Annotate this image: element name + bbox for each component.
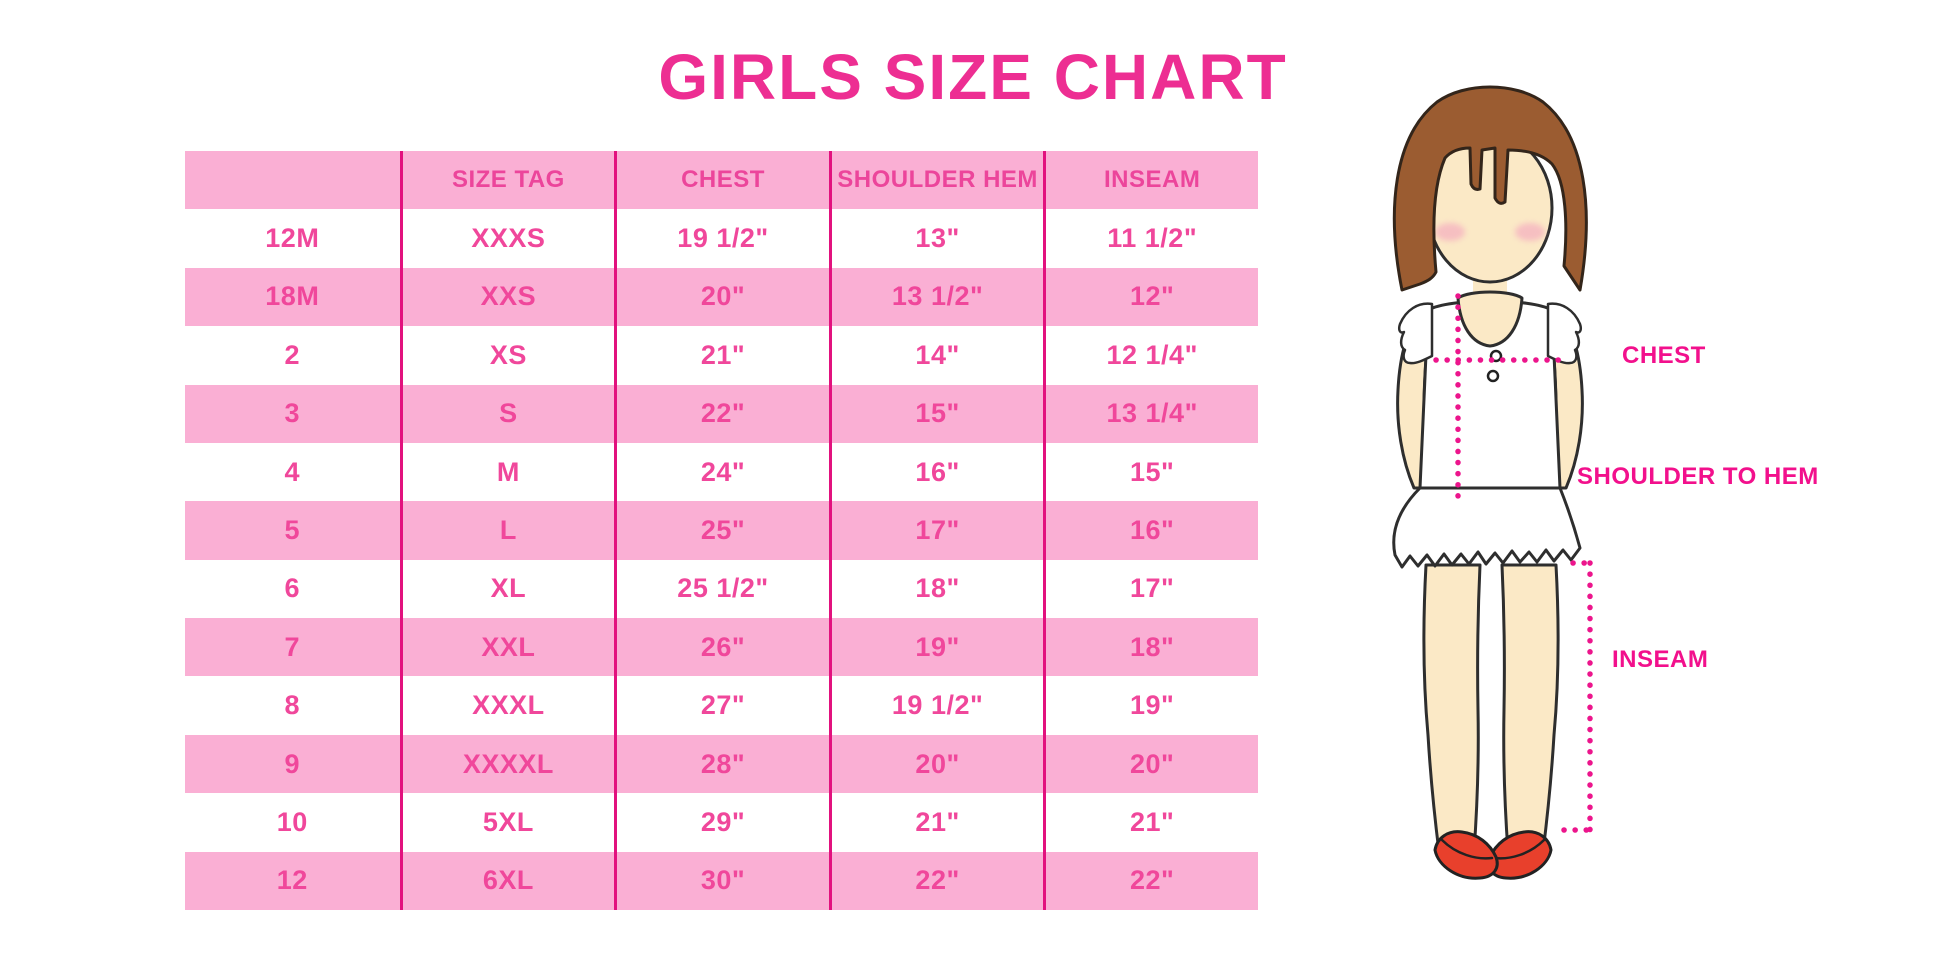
table-row: 12 6XL 30" 22" 22"	[185, 851, 1258, 910]
table-cell: 13"	[828, 209, 1044, 268]
table-cell: XS	[399, 326, 615, 385]
table-cell: 21"	[1043, 793, 1258, 852]
table-cell: 14"	[828, 326, 1044, 385]
table-cell: 12M	[265, 223, 320, 254]
hair	[1392, 85, 1588, 292]
table-cell: 21"	[614, 326, 829, 385]
sleeve-ruffle-left	[1397, 302, 1434, 365]
table-cell: 13 1/2"	[828, 267, 1044, 327]
blush-left	[1435, 223, 1465, 241]
shoe-right-strap	[1492, 838, 1546, 860]
table-cell: 5XL	[399, 793, 615, 852]
shoe-left-strap	[1440, 838, 1494, 860]
table-cell: 22"	[828, 851, 1044, 910]
table-cell: 12"	[1043, 267, 1258, 327]
table-cell: 20"	[828, 734, 1044, 794]
table-cell: 16"	[1043, 501, 1258, 560]
table-cell: 10	[276, 806, 308, 837]
table-cell: 19"	[828, 618, 1044, 677]
table-row: 9 XXXXL 28" 20" 20"	[185, 734, 1258, 794]
table-cell: 19 1/2"	[614, 209, 829, 268]
table-cell: 27"	[614, 676, 829, 735]
leg-left	[1422, 563, 1482, 854]
measurement-dotted-lines	[1433, 293, 1598, 833]
shoulder-to-hem-label: SHOULDER TO HEM	[1577, 463, 1819, 490]
table-cell: 26"	[614, 618, 829, 677]
leg-right	[1500, 563, 1560, 854]
table-cell: 12 1/4"	[1043, 326, 1258, 385]
table-header-row: SIZE TAG CHEST SHOULDER HEM INSEAM	[185, 151, 1258, 210]
table-row: 12M XXXS 19 1/2" 13" 11 1/2"	[185, 209, 1258, 268]
table-row: 2 XS 21" 14" 12 1/4"	[185, 326, 1258, 385]
table-cell: 24"	[614, 442, 829, 502]
header-cell	[185, 151, 400, 209]
table-cell: 9	[284, 748, 301, 779]
table-cell: 18"	[1043, 618, 1258, 677]
table-row: 6 XL 25 1/2" 18" 17"	[185, 559, 1258, 619]
table-cell: 17"	[1043, 559, 1258, 619]
table-cell: 16"	[828, 442, 1044, 502]
table-cell: 4	[284, 456, 301, 487]
table-cell: 19 1/2"	[828, 676, 1044, 735]
header-cell: SHOULDER HEM	[828, 151, 1044, 210]
table-cell: 20"	[1043, 734, 1258, 794]
table-row: 5 L 25" 17" 16"	[185, 501, 1258, 560]
table-cell: 5	[284, 514, 301, 545]
table-cell: 25"	[614, 501, 829, 560]
table-cell: XXL	[399, 618, 615, 677]
table-cell: XXXS	[399, 209, 615, 268]
table-cell: M	[399, 442, 615, 502]
table-cell: 22"	[1043, 851, 1258, 910]
sleeve-ruffle-right	[1546, 302, 1583, 365]
header-cell: CHEST	[614, 151, 829, 210]
header-cell: SIZE TAG	[399, 151, 615, 210]
button-bottom	[1486, 369, 1500, 383]
table-row: 8 XXXL 27" 19 1/2" 19"	[185, 676, 1258, 735]
table-cell: S	[399, 384, 615, 443]
table-row: 7 XXL 26" 19" 18"	[185, 618, 1258, 677]
table-cell: 28"	[614, 734, 829, 794]
table-cell: 6	[284, 573, 301, 604]
table-cell: 15"	[1043, 442, 1258, 502]
table-cell: 12	[276, 865, 308, 896]
table-cell: 15"	[828, 384, 1044, 443]
table-row: 18M XXS 20" 13 1/2" 12"	[185, 267, 1258, 327]
table-cell: 6XL	[399, 851, 615, 910]
table-cell: 25 1/2"	[614, 559, 829, 619]
table-cell: 20"	[614, 267, 829, 327]
table-cell: 7	[284, 631, 301, 662]
table-cell: 22"	[614, 384, 829, 443]
table-row: 4 M 24" 16" 15"	[185, 442, 1258, 502]
table-cell: 21"	[828, 793, 1044, 852]
table-cell: 18"	[828, 559, 1044, 619]
table-cell: 18M	[265, 281, 320, 312]
table-cell: XL	[399, 559, 615, 619]
table-cell: 8	[284, 690, 301, 721]
table-cell: 29"	[614, 793, 829, 852]
table-cell: 19"	[1043, 676, 1258, 735]
table-cell: 2	[284, 339, 301, 370]
page-title: GIRLS SIZE CHART	[658, 41, 1288, 113]
header-cell: INSEAM	[1043, 151, 1258, 210]
table-cell: 13 1/4"	[1043, 384, 1258, 443]
table-row: 3 S 22" 15" 13 1/4"	[185, 384, 1258, 443]
table-cell: XXXL	[399, 676, 615, 735]
chest-label: CHEST	[1622, 342, 1706, 369]
size-table: SIZE TAG CHEST SHOULDER HEM INSEAM 12M XXXS 19…	[185, 151, 1258, 910]
girl-illustration	[1392, 85, 1598, 880]
table-cell: XXS	[399, 267, 615, 327]
inseam-label: INSEAM	[1612, 646, 1709, 673]
table-cell: XXXXL	[399, 734, 615, 794]
neckline-scoop	[1456, 290, 1524, 348]
skirt-ruffle	[1392, 486, 1582, 569]
table-cell: 30"	[614, 851, 829, 910]
table-cell: 3	[284, 398, 301, 429]
table-row: 10 5XL 29" 21" 21"	[185, 793, 1258, 852]
table-cell: 17"	[828, 501, 1044, 560]
table-cell: 11 1/2"	[1043, 209, 1258, 268]
table-cell: L	[399, 501, 615, 560]
blush-right	[1515, 223, 1545, 241]
